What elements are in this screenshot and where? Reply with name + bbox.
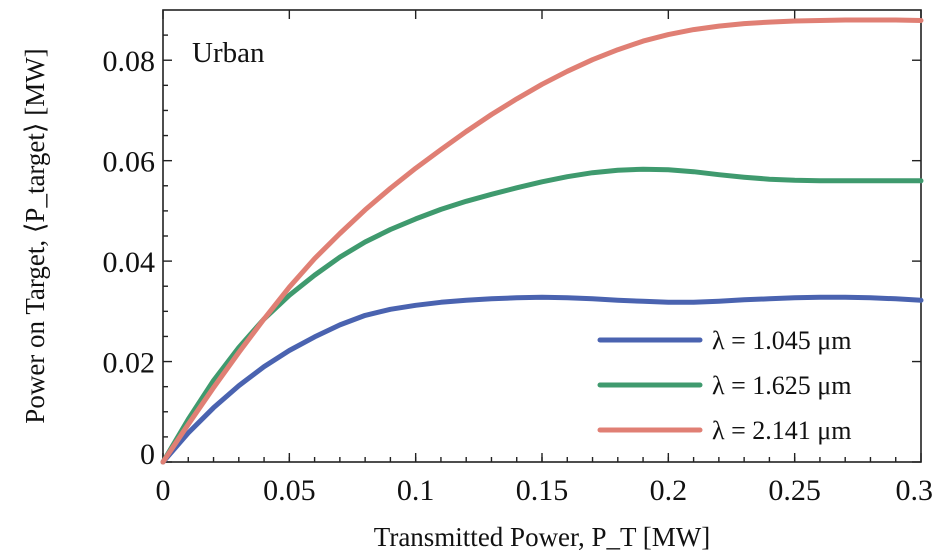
- x-tick-label: 0.25: [768, 474, 821, 507]
- x-tick-label: 0.15: [516, 474, 569, 507]
- series-line-1: [160, 294, 924, 465]
- legend-label-3: λ = 2.141 μm: [712, 416, 851, 445]
- x-tick-label: 0.1: [397, 474, 435, 507]
- y-tick-label: 0.02: [103, 347, 156, 380]
- legend-label-2: λ = 1.625 μm: [712, 371, 851, 400]
- annotation-urban: Urban: [192, 37, 265, 69]
- legend-label-1: λ = 1.045 μm: [712, 326, 851, 355]
- x-tick-label: 0.2: [650, 474, 688, 507]
- x-axis-label: Transmitted Power, P_T [MW]: [374, 522, 710, 552]
- series-line-3: [160, 17, 924, 465]
- y-tick-label: 0: [140, 438, 155, 471]
- y-axis-label: Power on Target, ⟨P_target⟩ [MW]: [20, 48, 50, 423]
- y-tick-label: 0.04: [103, 246, 156, 279]
- y-tick-label: 0.08: [103, 45, 156, 78]
- x-tick-label: 0.3: [896, 474, 934, 507]
- x-tick-label: 0: [156, 474, 171, 507]
- x-tick-label: 0.05: [263, 474, 316, 507]
- y-tick-label: 0.06: [103, 146, 156, 179]
- series-line-2: [160, 166, 924, 465]
